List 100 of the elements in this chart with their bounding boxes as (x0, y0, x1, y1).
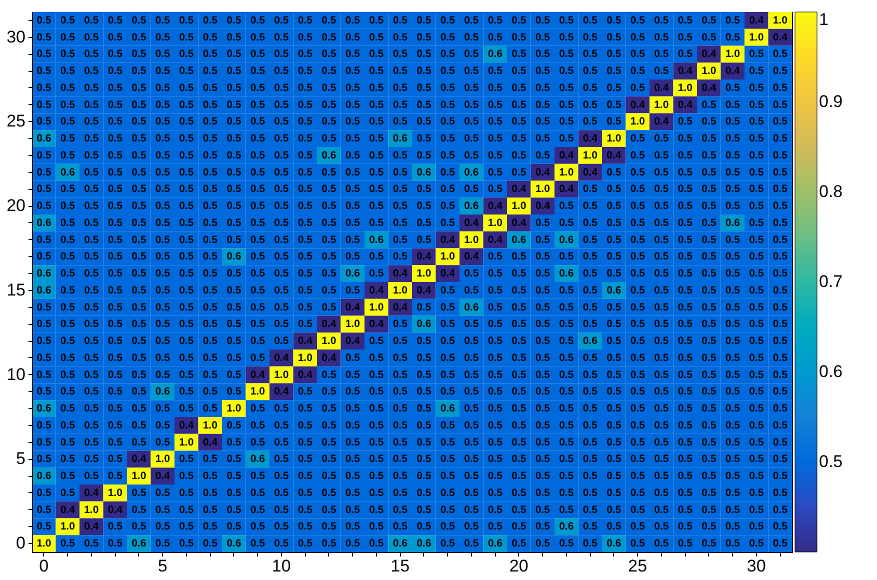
data-label: 0.5 (155, 419, 170, 432)
data-label: 0.5 (488, 436, 503, 448)
data-label: 0.5 (132, 183, 146, 196)
data-label: 0.4 (464, 250, 479, 263)
data-label: 0.5 (250, 470, 266, 482)
data-label: 0.5 (155, 335, 170, 348)
data-label: 0.5 (416, 216, 432, 229)
data-label: 0.5 (202, 386, 218, 398)
data-label: 0.5 (582, 14, 598, 26)
data-label: 0.5 (322, 453, 336, 466)
data-label: 0.5 (36, 250, 52, 263)
data-label: 0.5 (202, 183, 218, 196)
data-label: 0.6 (392, 538, 408, 550)
data-label: 0.5 (725, 504, 740, 516)
data-label: 0.5 (772, 520, 788, 533)
data-label: 0.5 (488, 183, 503, 196)
data-label: 0.5 (179, 48, 194, 60)
data-label: 0.5 (202, 116, 218, 128)
data-label: 0.5 (678, 419, 693, 432)
data-label: 0.5 (702, 166, 716, 178)
data-label: 0.4 (274, 352, 289, 364)
data-label: 0.5 (749, 82, 764, 94)
data-label: 0.5 (60, 470, 76, 482)
data-label: 0.5 (250, 132, 266, 145)
data-label: 0.4 (345, 301, 360, 314)
data-label: 0.5 (678, 216, 693, 229)
data-label: 0.5 (512, 470, 526, 482)
data-label: 0.5 (202, 200, 218, 212)
data-label: 0.5 (274, 453, 289, 466)
data-label: 0.5 (749, 284, 764, 296)
data-label: 0.5 (274, 98, 289, 111)
data-label: 0.5 (488, 352, 503, 364)
data-label: 0.5 (630, 436, 646, 448)
data-label: 0.5 (84, 48, 99, 60)
data-label: 0.5 (512, 538, 526, 550)
data-label: 0.4 (202, 436, 218, 448)
data-label: 0.5 (202, 31, 218, 44)
data-label: 0.5 (464, 386, 479, 398)
data-label: 0.5 (345, 520, 360, 533)
data-label: 0.4 (678, 98, 693, 111)
data-label: 0.5 (749, 200, 764, 212)
data-label: 0.5 (298, 504, 313, 516)
data-label: 0.5 (772, 82, 788, 94)
data-label: 0.5 (322, 436, 336, 448)
data-label: 0.5 (155, 284, 170, 296)
data-label: 0.5 (36, 65, 52, 78)
data-label: 0.5 (179, 301, 194, 314)
data-label: 0.5 (702, 386, 716, 398)
data-label: 0.5 (298, 116, 313, 128)
data-label: 0.5 (725, 419, 740, 432)
data-label: 0.4 (440, 268, 456, 280)
data-label: 0.5 (440, 216, 456, 229)
data-label: 0.5 (725, 386, 740, 398)
data-label: 0.5 (772, 250, 788, 263)
data-label: 0.5 (345, 166, 360, 178)
x-tick-label: 15 (390, 556, 410, 576)
data-label: 0.5 (250, 149, 266, 162)
data-label: 0.5 (772, 486, 788, 499)
data-label: 0.5 (488, 318, 503, 330)
data-label: 0.5 (630, 386, 646, 398)
data-label: 0.5 (250, 65, 266, 78)
data-label: 0.5 (155, 132, 170, 145)
data-label: 0.5 (298, 284, 313, 296)
data-label: 0.5 (322, 386, 336, 398)
data-label: 0.5 (606, 318, 622, 330)
data-label: 0.5 (606, 520, 622, 533)
data-label: 0.5 (606, 116, 622, 128)
data-label: 0.6 (440, 402, 456, 415)
data-label: 0.6 (369, 234, 384, 246)
data-label: 0.5 (654, 486, 669, 499)
data-label: 0.6 (155, 386, 170, 398)
data-label: 0.5 (535, 149, 550, 162)
data-label: 0.5 (464, 132, 479, 145)
data-label: 0.5 (559, 65, 574, 78)
data-label: 0.6 (36, 268, 52, 280)
data-label: 0.5 (202, 234, 218, 246)
data-label: 0.5 (36, 183, 52, 196)
data-label: 0.4 (250, 368, 266, 381)
data-label: 0.5 (440, 301, 456, 314)
data-label: 0.5 (702, 504, 716, 516)
data-label: 0.5 (678, 183, 693, 196)
data-label: 0.5 (226, 116, 242, 128)
data-label: 0.5 (535, 453, 550, 466)
data-label: 1.0 (725, 48, 740, 60)
data-label: 0.4 (416, 284, 432, 296)
data-label: 0.5 (322, 538, 336, 550)
data-label: 0.5 (60, 149, 76, 162)
data-label: 0.5 (749, 318, 764, 330)
data-label: 0.5 (725, 200, 740, 212)
data-label: 0.6 (464, 200, 479, 212)
data-label: 0.5 (772, 268, 788, 280)
data-label: 0.6 (559, 234, 574, 246)
data-label: 0.5 (155, 234, 170, 246)
data-label: 0.5 (772, 419, 788, 432)
data-label: 0.5 (298, 14, 313, 26)
data-label: 0.4 (416, 250, 432, 263)
data-label: 0.5 (84, 149, 99, 162)
data-label: 0.5 (60, 318, 76, 330)
data-label: 0.5 (725, 268, 740, 280)
data-label: 0.5 (702, 486, 716, 499)
